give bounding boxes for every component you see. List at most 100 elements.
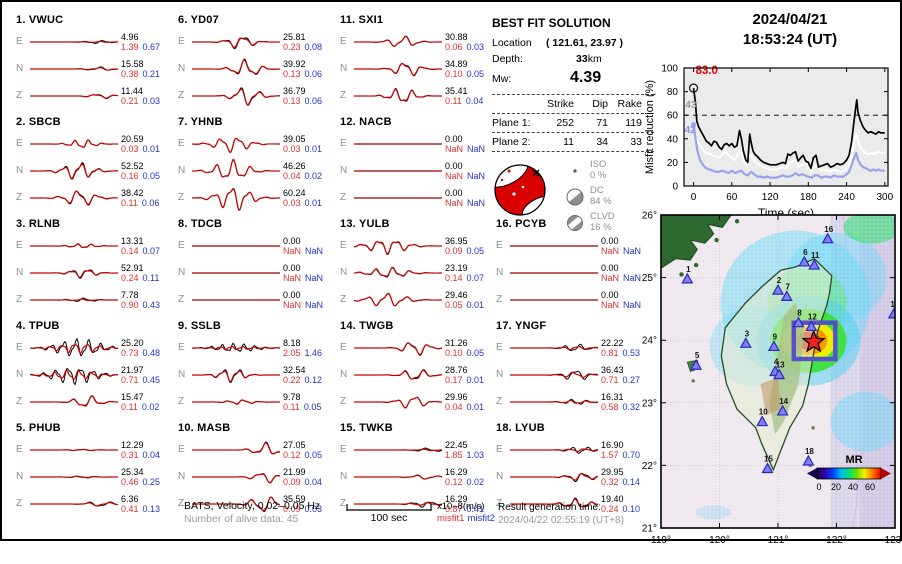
lat-tick-label: 22° [642, 461, 657, 472]
trace-synthetic [30, 475, 118, 478]
trace-values: 23.19 0.14 0.07 [445, 263, 484, 283]
misfit2-value: 0.01 [466, 299, 485, 310]
trace-synthetic [192, 187, 280, 211]
station-marker-13 [773, 368, 786, 380]
trace-values: 28.76 0.17 0.01 [445, 365, 484, 385]
trace-synthetic [30, 93, 118, 99]
misfit1-value: 0.10 [445, 347, 463, 358]
station-id-label: 7 [786, 282, 791, 291]
misfit1-value: NaN [601, 272, 620, 283]
trace-row-z: Z 6.36 0.41 0.13 [16, 490, 168, 517]
station-block-sbcb: 2. SBCB E 20.59 0.03 0.01 N 52.52 0.16 0.05 Z 38.4… [16, 116, 168, 211]
trace-synthetic [354, 396, 442, 408]
col-strike: Strike [547, 98, 574, 110]
trace-values: 15.58 0.38 0.21 [121, 59, 160, 79]
trace-values: 35.41 0.11 0.04 [445, 86, 483, 106]
trace-values: 20.59 0.03 0.01 [121, 134, 160, 154]
peak-amplitude: 9.78 [283, 391, 301, 402]
trace-values: 25.20 0.73 0.48 [121, 338, 160, 358]
station-block-tdcb: 8. TDCB E 0.00 NaN NaN N 0.00 NaN NaN Z 0.00 NaN NaN [178, 218, 330, 313]
station-block-lyub: 18. LYUB E 16.90 1.57 0.70 N 29.95 0.32 0.14 Z 19.… [496, 422, 648, 517]
trace-row-n: N 32.54 0.22 0.12 [178, 361, 330, 388]
trace-values: 19.40 0.24 0.10 [601, 494, 640, 514]
peak-amplitude: 36.79 [283, 85, 306, 96]
trace-row-n: N 25.34 0.46 0.25 [16, 463, 168, 490]
mw-label: Mw: [492, 73, 512, 85]
peak-amplitude: 36.95 [445, 235, 468, 246]
misfit2-value: 0.04 [304, 476, 323, 487]
trace-row-n: N 16.29 0.12 0.02 [340, 463, 492, 490]
focal-mechanism-beachball [494, 164, 546, 216]
dc-beachball-icon [564, 187, 586, 207]
dc-row: DC 84 % [564, 185, 615, 207]
waveform-trace [354, 169, 442, 172]
component-label: Z [340, 192, 347, 203]
peak-amplitude: 0.00 [601, 235, 619, 246]
misfit2-value: 0.45 [142, 374, 161, 385]
component-label: Z [340, 294, 347, 305]
misfit2-value: 1.46 [304, 347, 323, 358]
location-row: Location ( 121.61, 23.97 ) [492, 37, 654, 49]
component-label: N [16, 63, 24, 74]
station-id-label: 8 [797, 309, 802, 318]
misfit1-value: 0.06 [445, 41, 463, 52]
trace-row-n: N 15.58 0.38 0.21 [16, 55, 168, 82]
trace-values: 38.42 0.11 0.06 [121, 188, 159, 208]
peak-amplitude: 15.58 [121, 58, 144, 69]
svg-text:40: 40 [667, 134, 679, 145]
misfit1-value: 0.11 [121, 197, 138, 208]
peak-amplitude: 7.78 [121, 289, 139, 300]
misfit2-value: 0.04 [142, 449, 161, 460]
station-header: 14. TWGB [340, 320, 394, 332]
misfit1-value: NaN [601, 299, 620, 310]
waveform-trace [192, 342, 280, 352]
station-block-sxi1: 11. SXI1 E 30.88 0.06 0.03 N 34.89 0.10 0.05 Z 35.… [340, 14, 492, 109]
trace-row-n: N 0.00 NaN NaN [340, 157, 492, 184]
y-axis-label: Misfit reduction (%) [644, 80, 656, 174]
trace-row-e: E 4.96 1.39 0.67 [16, 28, 168, 55]
waveform-trace [30, 448, 118, 451]
component-label: E [340, 138, 347, 149]
trace-synthetic [354, 474, 442, 480]
waveform-trace [30, 138, 118, 148]
trace-values: 34.89 0.10 0.05 [445, 59, 484, 79]
trace-row-z: Z 9.78 0.11 0.05 [178, 388, 330, 415]
component-label: E [340, 342, 347, 353]
trace-synthetic [192, 158, 280, 178]
misfit2-value: 0.06 [141, 197, 160, 208]
station-id-label: 6 [803, 248, 808, 257]
trace-synthetic [30, 66, 118, 71]
station-id-label: 3 [745, 329, 750, 338]
iso-icon [564, 165, 586, 177]
peak-amplitude: 0.00 [283, 235, 301, 246]
waveform-trace [510, 496, 598, 507]
station-id-label: 16 [824, 225, 833, 234]
trace-synthetic [30, 138, 118, 148]
waveform-trace [192, 244, 280, 247]
peak-amplitude: 20.59 [121, 133, 144, 144]
svg-text:120: 120 [762, 192, 779, 203]
waveform-trace [30, 475, 118, 478]
component-label: E [340, 444, 347, 455]
trace-row-e: E 25.81 0.23 0.08 [178, 28, 330, 55]
svg-text:20: 20 [831, 482, 841, 492]
location-value: ( 121.61, 23.97 ) [546, 37, 624, 49]
misfit1-value: 0.09 [283, 476, 301, 487]
trace-values: 12.29 0.31 0.04 [121, 440, 160, 460]
trace-values: 16.90 1.57 0.70 [601, 440, 640, 460]
trace-values: 25.81 0.23 0.08 [283, 32, 322, 52]
trace-row-z: Z 35.41 0.11 0.04 [340, 82, 492, 109]
misfit1-value: 0.23 [283, 41, 301, 52]
waveform-trace [192, 36, 280, 49]
trace-values: 0.00 NaN NaN [445, 188, 485, 208]
trace-synthetic [30, 162, 118, 179]
misfit2-value: 1.03 [466, 449, 485, 460]
trace-values: 31.26 0.10 0.05 [445, 338, 484, 358]
peak-amplitude: 0.00 [445, 160, 463, 171]
trace-values: 21.99 0.09 0.04 [283, 467, 322, 487]
misfit2-value: 0.08 [304, 41, 323, 52]
station-marker-15 [761, 462, 774, 474]
station-id-label: 11 [811, 251, 820, 260]
peak-amplitude: 12.29 [121, 439, 144, 450]
iso-row: ISO 0 % [564, 159, 615, 181]
